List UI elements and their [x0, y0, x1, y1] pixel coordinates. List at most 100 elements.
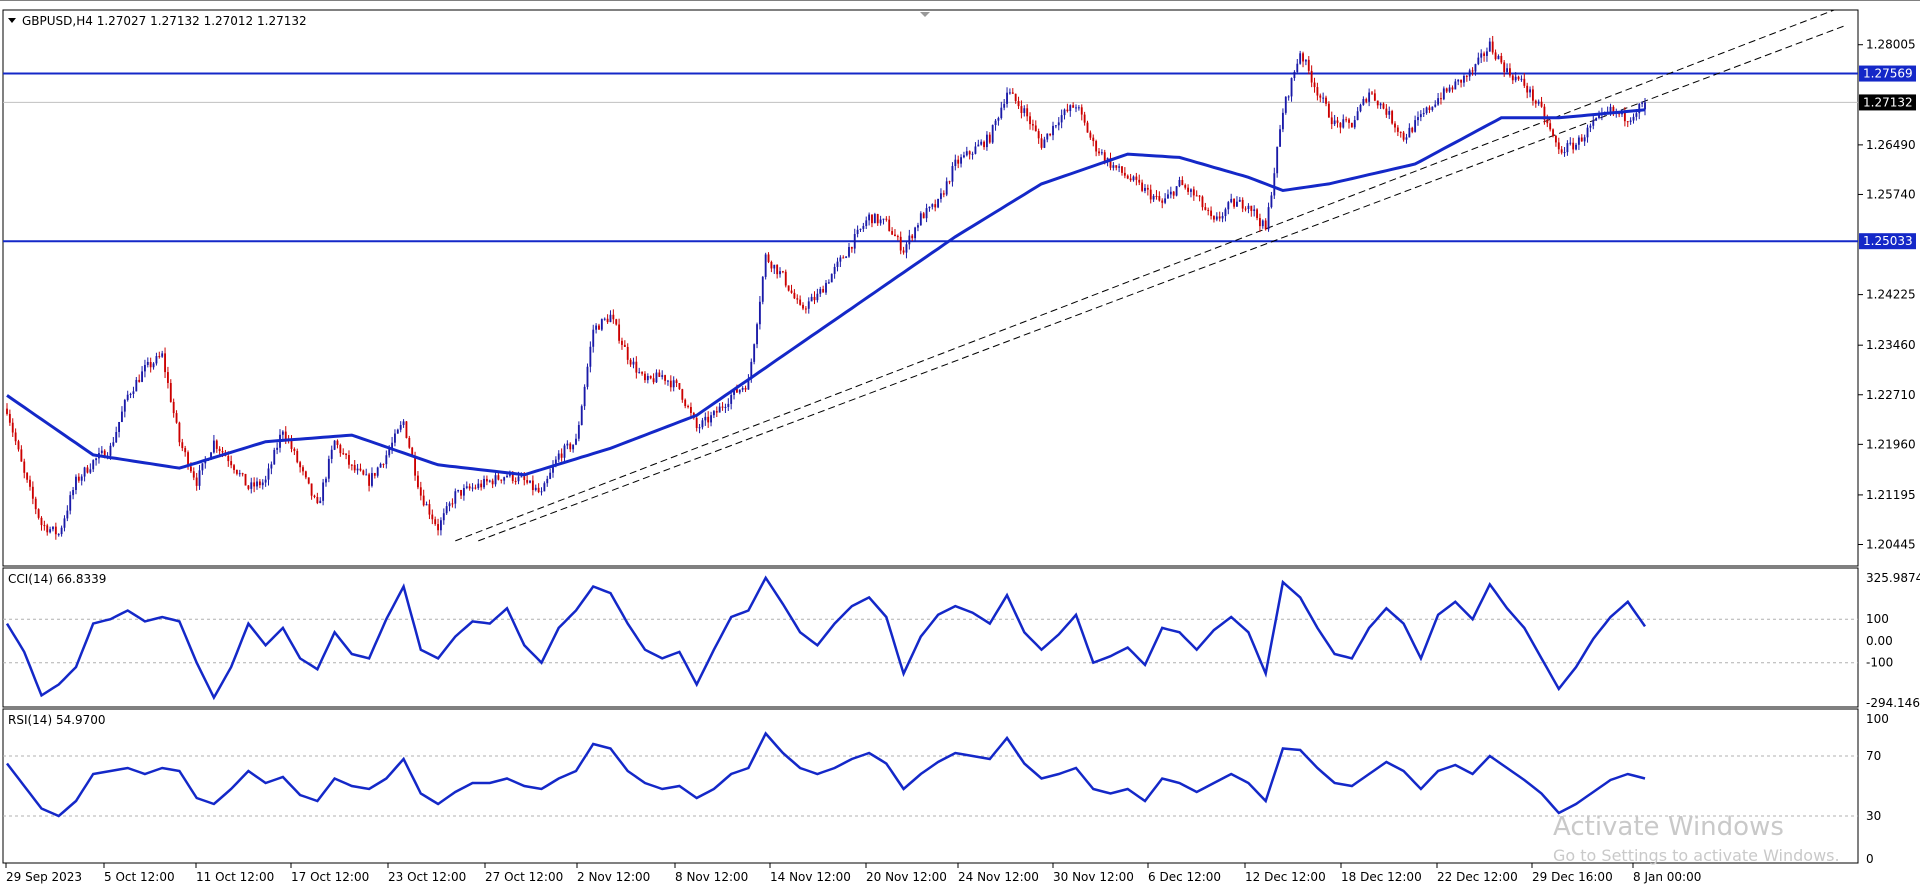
candle — [1644, 97, 1646, 116]
candle — [784, 269, 787, 288]
candle — [621, 337, 623, 350]
candle — [563, 443, 566, 463]
candle — [899, 231, 902, 255]
candle — [1054, 124, 1057, 129]
candle — [1336, 116, 1339, 128]
candle — [850, 246, 853, 253]
time-tick-label: 5 Oct 12:00 — [104, 870, 175, 884]
candle — [1072, 102, 1075, 108]
candle — [1440, 92, 1442, 105]
candle — [652, 373, 655, 385]
candle — [942, 190, 945, 198]
candle — [1491, 35, 1494, 55]
candle — [1230, 193, 1233, 204]
chart-shift-marker-icon[interactable] — [920, 12, 930, 17]
candle — [963, 151, 965, 159]
candle — [1572, 137, 1575, 154]
candle — [1063, 108, 1066, 120]
candle — [842, 255, 845, 259]
candle — [612, 309, 615, 324]
candle — [971, 151, 974, 160]
candle — [646, 373, 649, 384]
candle — [92, 459, 95, 473]
candle — [914, 226, 917, 242]
candle — [531, 475, 534, 496]
candle — [382, 463, 385, 468]
candle — [37, 508, 40, 520]
candle — [394, 429, 396, 447]
candle — [75, 474, 77, 495]
candle — [787, 285, 790, 292]
candle — [89, 463, 92, 474]
candle — [1554, 135, 1557, 147]
candle — [273, 447, 276, 465]
candle — [1514, 72, 1517, 83]
candle — [540, 487, 543, 496]
candle — [1115, 165, 1118, 171]
time-tick-label: 11 Oct 12:00 — [196, 870, 274, 884]
candle — [626, 343, 629, 365]
candle — [1141, 179, 1144, 193]
current-price-label: 1.27132 — [1863, 95, 1913, 109]
candle — [57, 533, 60, 537]
candle — [1236, 196, 1238, 207]
candle — [1589, 123, 1592, 133]
trend-line-2[interactable] — [478, 24, 1847, 542]
candle — [905, 241, 908, 259]
candle — [1152, 194, 1155, 202]
rsi-tick-label: 0 — [1866, 852, 1874, 866]
candle — [1569, 137, 1572, 146]
candle — [1405, 133, 1408, 144]
candle — [940, 188, 942, 203]
candle — [244, 473, 247, 486]
time-tick-label: 8 Jan 00:00 — [1633, 870, 1701, 884]
candle — [1299, 50, 1302, 65]
candle — [1376, 100, 1379, 109]
candle — [1471, 67, 1474, 76]
candle — [1419, 110, 1422, 122]
candle — [276, 442, 279, 455]
candle — [1509, 63, 1511, 78]
candle — [1529, 86, 1531, 98]
time-tick-label: 29 Sep 2023 — [6, 870, 82, 884]
candle — [1052, 121, 1054, 141]
candle — [618, 318, 621, 344]
candle — [684, 398, 687, 409]
candle — [667, 379, 669, 386]
candle — [931, 203, 934, 210]
candle — [807, 297, 810, 314]
rsi-tick-label: 30 — [1866, 809, 1881, 823]
candle — [402, 419, 405, 428]
candle — [1207, 207, 1210, 216]
candle — [1149, 184, 1152, 204]
candle — [1563, 147, 1566, 157]
trend-line-1[interactable] — [455, 5, 1846, 542]
candle — [954, 154, 957, 171]
candle — [830, 273, 833, 283]
candle — [615, 318, 618, 326]
candle — [144, 359, 146, 378]
candle — [1238, 196, 1241, 203]
symbol-dropdown-icon[interactable] — [8, 18, 16, 23]
candle — [865, 216, 868, 230]
candle — [1164, 193, 1167, 205]
candle — [54, 522, 57, 540]
candle — [1100, 149, 1103, 156]
candle — [1385, 104, 1388, 118]
level-1-label: 1.27569 — [1863, 67, 1913, 81]
candle — [695, 415, 698, 432]
candle — [985, 131, 988, 151]
candle — [1560, 146, 1563, 155]
candle — [1632, 113, 1635, 124]
candle — [1531, 85, 1534, 106]
candle — [1279, 124, 1281, 147]
candle — [1408, 123, 1411, 138]
candle — [391, 436, 394, 454]
candle — [1468, 68, 1471, 81]
candle — [31, 481, 34, 505]
candle — [359, 463, 362, 472]
candle — [118, 421, 121, 438]
candle — [1089, 130, 1092, 140]
candle — [871, 214, 873, 228]
